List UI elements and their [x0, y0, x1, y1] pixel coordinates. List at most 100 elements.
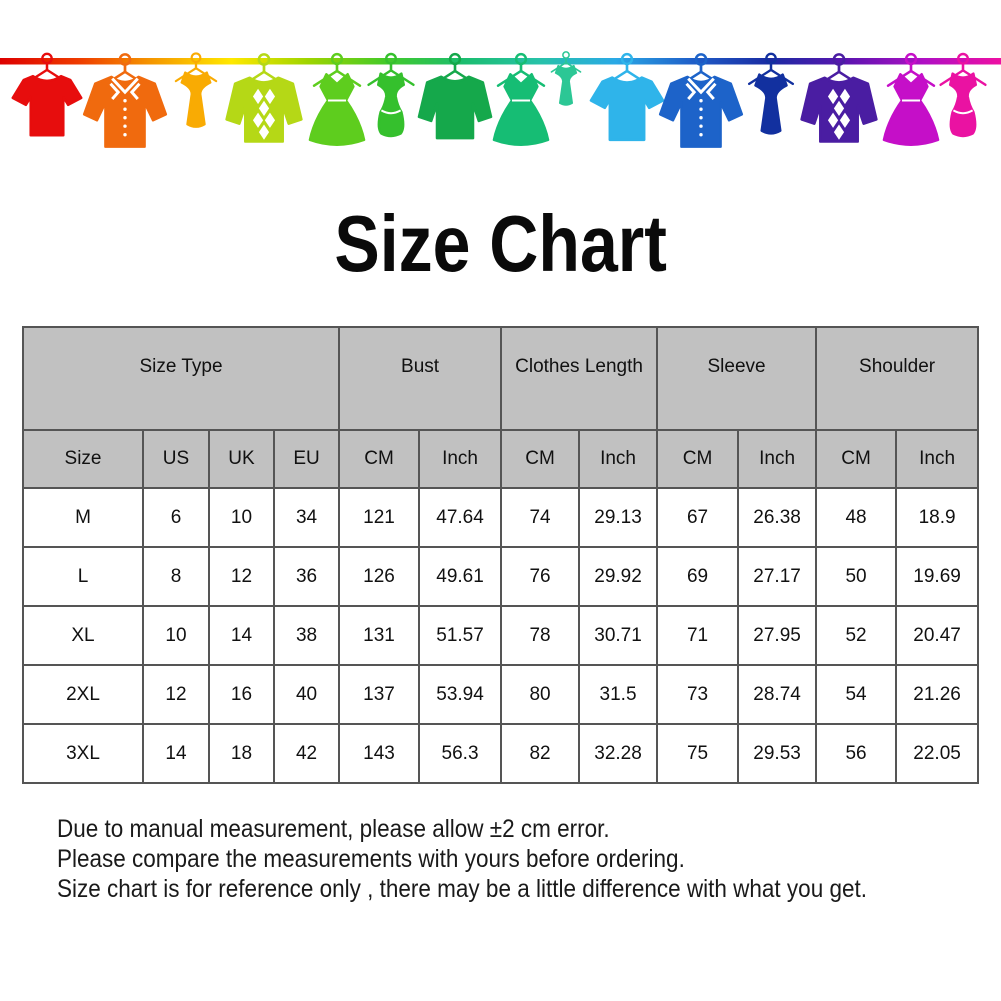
- table-cell: 19.69: [895, 546, 980, 607]
- note-measurement-error: Due to manual measurement, please allow …: [57, 815, 610, 843]
- shirt-garment: [660, 54, 742, 146]
- table-cell: 71: [656, 605, 740, 666]
- table-cell: 28.74: [737, 664, 818, 725]
- table-cell: 56.3: [418, 723, 503, 784]
- column-header-uk: UK: [208, 429, 275, 489]
- table-cell: 20.47: [895, 605, 980, 666]
- column-group-shoulder: Shoulder: [815, 326, 980, 431]
- table-cell: 75: [656, 723, 740, 784]
- table-row-xl: XL 10 14 38 131 51.57 78 30.71 71 27.95 …: [22, 605, 980, 666]
- table-cell: 74: [500, 487, 581, 548]
- table-cell: 31.5: [578, 664, 659, 725]
- table-cell: 42: [272, 723, 341, 784]
- table-cell: 47.64: [418, 487, 503, 548]
- table-cell: 29.53: [737, 723, 818, 784]
- sweater-garment: [802, 54, 877, 141]
- size-label-cell: 3XL: [22, 723, 144, 784]
- table-cell: 67: [656, 487, 740, 548]
- table-cell: 12: [142, 664, 210, 725]
- table-row-2xl: 2XL 12 16 40 137 53.94 80 31.5 73 28.74 …: [22, 664, 980, 725]
- table-cell: 49.61: [418, 546, 503, 607]
- sweater-garment: [227, 54, 302, 141]
- dress-garment: [884, 54, 938, 145]
- shirt-garment: [84, 54, 166, 146]
- table-cell: 14: [208, 605, 275, 666]
- table-cell: 29.92: [578, 546, 659, 607]
- dress-garment: [494, 54, 548, 145]
- table-cell: 18: [208, 723, 275, 784]
- table-cell: 126: [338, 546, 421, 607]
- column-header-size: Size: [22, 429, 144, 489]
- table-cell: 56: [815, 723, 898, 784]
- table-cell: 137: [338, 664, 421, 725]
- table-cell: 51.57: [418, 605, 503, 666]
- table-cell: 10: [142, 605, 210, 666]
- column-header-sleeve-inch: Inch: [737, 429, 818, 489]
- table-row-l: L 8 12 36 126 49.61 76 29.92 69 27.17 50…: [22, 546, 980, 607]
- longsleeve-garment: [419, 54, 491, 138]
- page-title-text: Size Chart: [334, 199, 667, 288]
- table-cell: 50: [815, 546, 898, 607]
- column-header-length-cm: CM: [500, 429, 581, 489]
- table-cell: 30.71: [578, 605, 659, 666]
- table-cell: 82: [500, 723, 581, 784]
- table-row-m: M 6 10 34 121 47.64 74 29.13 67 26.38 48…: [22, 487, 980, 548]
- table-cell: 40: [272, 664, 341, 725]
- table-cell: 73: [656, 664, 740, 725]
- column-group-clothes-length: Clothes Length: [500, 326, 659, 431]
- table-subheader-row: Size US UK EU CM Inch CM Inch CM Inch CM…: [22, 429, 980, 489]
- table-cell: 16: [208, 664, 275, 725]
- tankdress-garment: [941, 54, 986, 136]
- column-header-eu: EU: [272, 429, 341, 489]
- table-cell: 8: [142, 546, 210, 607]
- banner-svg: [0, 0, 1001, 175]
- table-cell: 53.94: [418, 664, 503, 725]
- size-label-cell: L: [22, 546, 144, 607]
- column-header-bust-inch: Inch: [418, 429, 503, 489]
- table-cell: 27.95: [737, 605, 818, 666]
- column-group-bust: Bust: [338, 326, 503, 431]
- table-cell: 29.13: [578, 487, 659, 548]
- column-group-size-type: Size Type: [21, 326, 341, 431]
- table-cell: 34: [272, 487, 341, 548]
- size-label-cell: XL: [22, 605, 144, 666]
- disclaimer-notes: Due to manual measurement, please allow …: [57, 814, 957, 904]
- table-cell: 80: [500, 664, 581, 725]
- note-compare-measurements: Please compare the measurements with you…: [57, 845, 685, 873]
- table-cell: 27.17: [737, 546, 818, 607]
- table-cell: 18.9: [895, 487, 980, 548]
- tankdress-garment: [369, 54, 414, 136]
- size-label-cell: M: [22, 487, 144, 548]
- table-cell: 36: [272, 546, 341, 607]
- dress-garment: [310, 54, 364, 145]
- table-cell: 32.28: [578, 723, 659, 784]
- table-cell: 121: [338, 487, 421, 548]
- table-cell: 26.38: [737, 487, 818, 548]
- table-cell: 76: [500, 546, 581, 607]
- clothesline-banner: [0, 0, 1001, 175]
- column-header-bust-cm: CM: [338, 429, 421, 489]
- size-label-cell: 2XL: [22, 664, 144, 725]
- column-header-shoulder-cm: CM: [815, 429, 898, 489]
- column-header-length-inch: Inch: [578, 429, 659, 489]
- table-cell: 6: [142, 487, 210, 548]
- column-header-sleeve-cm: CM: [656, 429, 740, 489]
- table-cell: 12: [208, 546, 275, 607]
- table-cell: 69: [656, 546, 740, 607]
- table-cell: 21.26: [895, 664, 980, 725]
- table-cell: 22.05: [895, 723, 980, 784]
- tshirt-garment: [591, 54, 663, 140]
- table-cell: 38: [272, 605, 341, 666]
- tshirt-garment: [13, 54, 82, 136]
- table-group-header-row: Size Type Bust Clothes Length Sleeve Sho…: [21, 326, 980, 431]
- table-cell: 78: [500, 605, 581, 666]
- table-cell: 52: [815, 605, 898, 666]
- note-reference-only: Size chart is for reference only , there…: [57, 875, 867, 903]
- tank-garment: [749, 54, 793, 134]
- table-cell: 10: [208, 487, 275, 548]
- table-cell: 48: [815, 487, 898, 548]
- column-group-sleeve: Sleeve: [656, 326, 818, 431]
- table-cell: 131: [338, 605, 421, 666]
- table-row-3xl: 3XL 14 18 42 143 56.3 82 32.28 75 29.53 …: [22, 723, 980, 784]
- clothesline-rope: [0, 58, 1001, 65]
